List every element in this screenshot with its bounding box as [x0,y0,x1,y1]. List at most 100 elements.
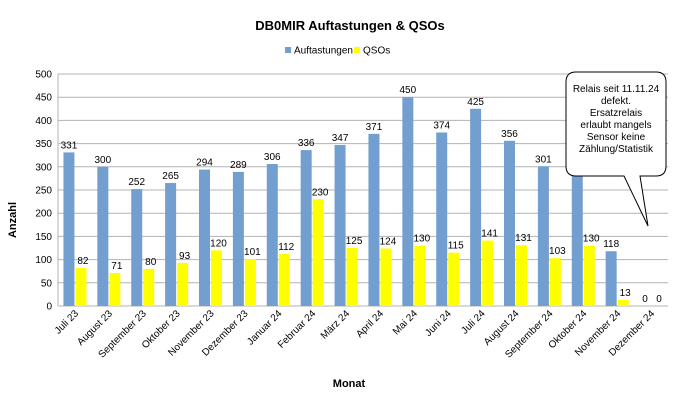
bar-qsos [380,248,392,306]
data-label-auftastungen: 425 [467,97,484,108]
annotation-line: Sensor keine [586,132,646,143]
bar-auftastungen [199,169,210,306]
x-tick-label: April 24 [354,308,386,340]
y-tick-label: 200 [35,209,52,220]
bar-qsos [244,259,256,306]
annotation-line: Relais seit 11.11.24 [572,84,660,95]
annotation-line: defekt. [600,96,632,107]
data-label-qsos: 230 [312,187,329,198]
data-label-auftastungen: 306 [264,152,281,163]
legend-label: Auftastungen [294,46,353,57]
annotation-line: erlaubt mangels [580,120,652,131]
bar-auftastungen [334,144,346,306]
data-label-auftastungen: 331 [61,140,78,151]
data-labels: 331 82 300 71 252 80 265 93 294 120 289 101 306 112 33… [61,85,663,305]
data-label-qsos: 130 [583,234,600,245]
y-tick-label: 100 [35,255,52,266]
bar-auftastungen [165,183,177,306]
bar-auftastungen [368,133,380,306]
y-tick-label: 150 [35,232,52,243]
bar-qsos [143,268,155,306]
data-label-auftastungen: 347 [332,133,349,144]
x-tick-label: Juni 24 [423,308,454,339]
bar-qsos [583,245,595,306]
data-label-qsos: 103 [549,246,566,257]
bar-auftastungen [300,150,312,306]
bar-qsos [448,252,460,306]
data-label-qsos: 115 [448,241,464,252]
bar-qsos [549,258,561,306]
bars [63,97,629,306]
legend-label: QSOs [363,46,390,57]
data-label-auftastungen: 265 [162,171,179,182]
bar-auftastungen [131,189,143,306]
annotation-text: Relais seit 11.11.24 defekt. Ersatzrelais e… [566,72,666,156]
bar-auftastungen [470,108,482,306]
data-label-qsos: 101 [244,247,261,258]
y-axis-ticks: 0 50 100 150 200 250 300 350 400 450 500 [35,70,52,313]
bar-auftastungen [537,166,549,306]
chart-title: DB0MIR Auftastungen & QSOs [255,18,444,33]
bar-qsos [278,254,290,306]
y-tick-label: 350 [35,139,52,150]
data-label-auftastungen: 374 [433,120,450,131]
y-tick-label: 500 [35,70,52,81]
data-label-qsos: 124 [380,236,397,247]
x-tick-label: Juli 23 [53,308,82,337]
bar-qsos [346,248,358,306]
bar-auftastungen [571,132,583,306]
bar-qsos [482,240,494,306]
annotation-callout [565,71,667,227]
x-tick-label: März 24 [319,308,353,342]
bar-qsos [109,273,121,306]
bar-qsos [211,250,222,306]
legend: Auftastungen QSOs [285,46,390,57]
annotation-line: Zählung/Statistik [579,144,653,155]
data-label-auftastungen: 336 [298,138,315,149]
data-label-qsos: 125 [346,236,363,247]
legend-swatch [285,47,291,53]
x-axis-title: Monat [333,378,366,390]
data-label-qsos: 130 [413,234,430,245]
bar-auftastungen [605,251,617,306]
data-label-auftastungen: 0 [642,294,648,305]
data-label-qsos: 71 [111,261,123,272]
data-label-auftastungen: 252 [128,177,145,188]
data-label-qsos: 112 [278,242,294,253]
y-tick-label: 50 [41,278,53,289]
bar-qsos [617,299,629,306]
y-axis-title: Anzahl [7,202,19,238]
bar-auftastungen [232,171,244,306]
data-label-qsos: 131 [515,233,532,244]
y-tick-label: 250 [35,186,52,197]
bar-auftastungen [504,140,515,306]
data-label-qsos: 120 [210,238,227,249]
legend-swatch [354,47,360,53]
bar-auftastungen [63,152,75,306]
bar-qsos [516,245,527,306]
annotation-line: Ersatzrelais [589,108,643,119]
bar-auftastungen [97,166,109,306]
data-label-qsos: 0 [656,294,662,305]
data-label-auftastungen: 300 [94,155,111,166]
bar-qsos [414,245,426,306]
data-label-auftastungen: 356 [501,129,518,140]
bar-qsos [312,199,324,306]
data-label-auftastungen: 450 [399,85,416,96]
y-tick-label: 0 [46,302,52,313]
data-label-auftastungen: 294 [196,158,213,169]
bar-qsos [75,267,87,306]
x-tick-label: Juli 24 [460,308,489,337]
data-label-qsos: 13 [620,288,632,299]
y-tick-label: 400 [35,116,52,127]
data-label-qsos: 82 [77,256,89,267]
data-label-qsos: 93 [179,251,191,262]
x-tick-label: Mai 24 [391,308,420,337]
y-tick-label: 450 [35,93,52,104]
data-label-auftastungen: 371 [366,122,383,133]
data-label-auftastungen: 289 [230,160,247,171]
data-label-qsos: 80 [145,257,157,268]
